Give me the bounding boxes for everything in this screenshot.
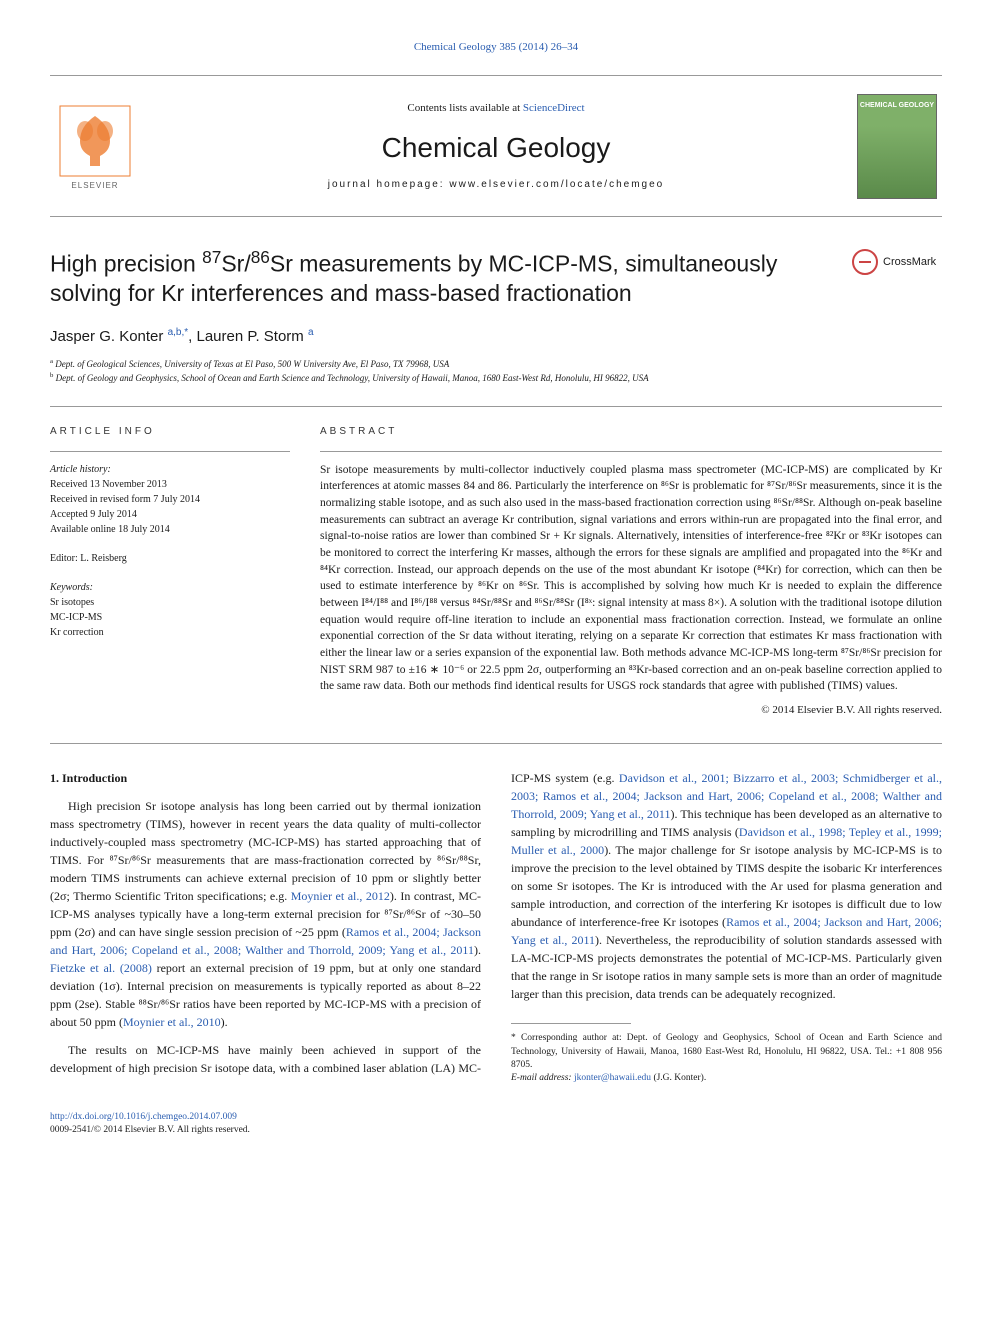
body-text: ). — [474, 943, 481, 957]
editor-label: Editor: — [50, 553, 80, 564]
header-citation: Chemical Geology 385 (2014) 26–34 — [50, 40, 942, 55]
body-text: High precision Sr isotope analysis has l… — [50, 799, 481, 903]
homepage-prefix: journal homepage: — [328, 179, 450, 190]
keyword: Sr isotopes — [50, 595, 290, 610]
email-link[interactable]: jkonter@hawaii.edu — [574, 1073, 651, 1083]
section-heading: 1. Introduction — [50, 769, 481, 787]
article-title: High precision 87Sr/86Sr measurements by… — [50, 247, 832, 307]
divider — [50, 743, 942, 744]
sciencedirect-link[interactable]: ScienceDirect — [523, 102, 585, 114]
contents-prefix: Contents lists available at — [407, 102, 522, 114]
author-name: Jasper G. Konter — [50, 328, 168, 345]
corresponding-author-footnote: * Corresponding author at: Dept. of Geol… — [511, 1032, 942, 1072]
article-history: Article history: Received 13 November 20… — [50, 462, 290, 537]
keywords-block: Keywords: Sr isotopes MC-ICP-MS Kr corre… — [50, 580, 290, 640]
keywords-label: Keywords: — [50, 580, 290, 595]
history-accepted: Accepted 9 July 2014 — [50, 507, 290, 522]
body-text: ). — [221, 1015, 228, 1029]
title-frag: Sr/ — [221, 251, 250, 277]
citation-link[interactable]: Moynier et al., 2010 — [123, 1015, 221, 1029]
author-aff-marker: a — [308, 327, 314, 338]
divider — [50, 406, 942, 407]
footnote-separator — [511, 1023, 631, 1024]
affiliations: a Dept. of Geological Sciences, Universi… — [50, 357, 942, 386]
homepage-url[interactable]: www.elsevier.com/locate/chemgeo — [449, 179, 664, 190]
divider — [320, 451, 942, 452]
body-paragraph: High precision Sr isotope analysis has l… — [50, 797, 481, 1031]
author-name: Lauren P. Storm — [197, 328, 308, 345]
editor-name: L. Reisberg — [80, 553, 126, 564]
email-footnote: E-mail address: jkonter@hawaii.edu (J.G.… — [511, 1072, 942, 1085]
homepage-line: journal homepage: www.elsevier.com/locat… — [140, 178, 852, 192]
history-revised: Received in revised form 7 July 2014 — [50, 492, 290, 507]
email-suffix: (J.G. Konter). — [651, 1073, 706, 1083]
abstract-text: Sr isotope measurements by multi-collect… — [320, 462, 942, 695]
page-footer: http://dx.doi.org/10.1016/j.chemgeo.2014… — [50, 1111, 942, 1138]
title-frag: High precision — [50, 251, 202, 277]
crossmark-badge[interactable]: CrossMark — [852, 247, 942, 277]
editor-block: Editor: L. Reisberg — [50, 551, 290, 566]
keyword: Kr correction — [50, 625, 290, 640]
body-columns: 1. Introduction High precision Sr isotop… — [50, 769, 942, 1085]
keyword: MC-ICP-MS — [50, 610, 290, 625]
citation-link[interactable]: Fietzke et al. (2008) — [50, 961, 152, 975]
article-info-heading: article info — [50, 425, 290, 439]
journal-cover-label: CHEMICAL GEOLOGY — [858, 95, 936, 111]
issn-line: 0009-2541/© 2014 Elsevier B.V. All right… — [50, 1125, 250, 1135]
title-sup: 87 — [202, 247, 221, 267]
title-sup: 86 — [251, 247, 270, 267]
authors-line: Jasper G. Konter a,b,*, Lauren P. Storm … — [50, 326, 942, 347]
aff-text: Dept. of Geological Sciences, University… — [53, 359, 449, 369]
journal-cover: CHEMICAL GEOLOGY — [852, 91, 942, 201]
masthead: ELSEVIER Contents lists available at Sci… — [50, 75, 942, 217]
svg-text:ELSEVIER: ELSEVIER — [71, 181, 118, 190]
history-label: Article history: — [50, 462, 290, 477]
doi-link[interactable]: http://dx.doi.org/10.1016/j.chemgeo.2014… — [50, 1112, 237, 1122]
contents-line: Contents lists available at ScienceDirec… — [140, 101, 852, 116]
abstract-copyright: © 2014 Elsevier B.V. All rights reserved… — [320, 703, 942, 718]
author-sep: , — [188, 328, 196, 345]
abstract-heading: abstract — [320, 425, 942, 439]
history-received: Received 13 November 2013 — [50, 477, 290, 492]
history-online: Available online 18 July 2014 — [50, 522, 290, 537]
publisher-logo: ELSEVIER — [50, 96, 140, 196]
email-label: E-mail address: — [511, 1073, 574, 1083]
journal-name: Chemical Geology — [140, 128, 852, 167]
citation-link[interactable]: Moynier et al., 2012 — [291, 889, 390, 903]
crossmark-label: CrossMark — [883, 255, 936, 270]
crossmark-icon — [852, 249, 878, 275]
elsevier-tree-icon: ELSEVIER — [55, 101, 135, 191]
divider — [50, 451, 290, 452]
footnote-text: Corresponding author at: Dept. of Geolog… — [511, 1033, 942, 1070]
aff-text: Dept. of Geology and Geophysics, School … — [53, 373, 648, 383]
author-aff-marker: a,b, — [168, 327, 185, 338]
